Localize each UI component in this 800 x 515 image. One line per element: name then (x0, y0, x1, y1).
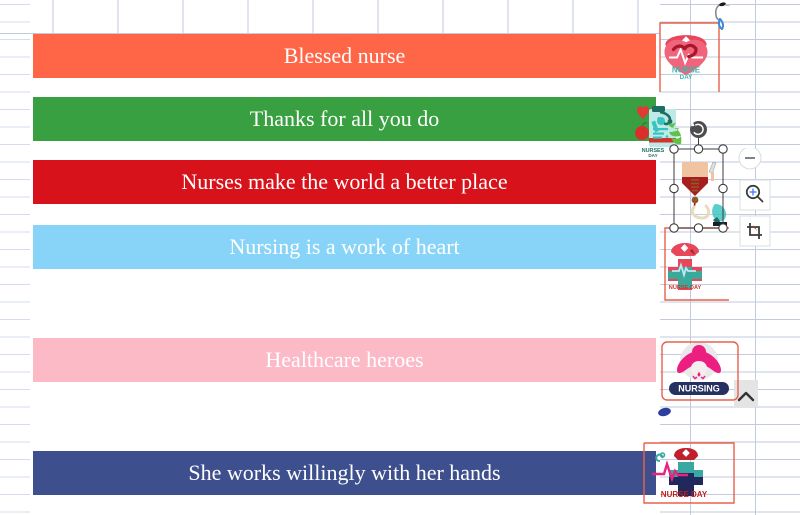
svg-text:DAY: DAY (648, 153, 657, 158)
